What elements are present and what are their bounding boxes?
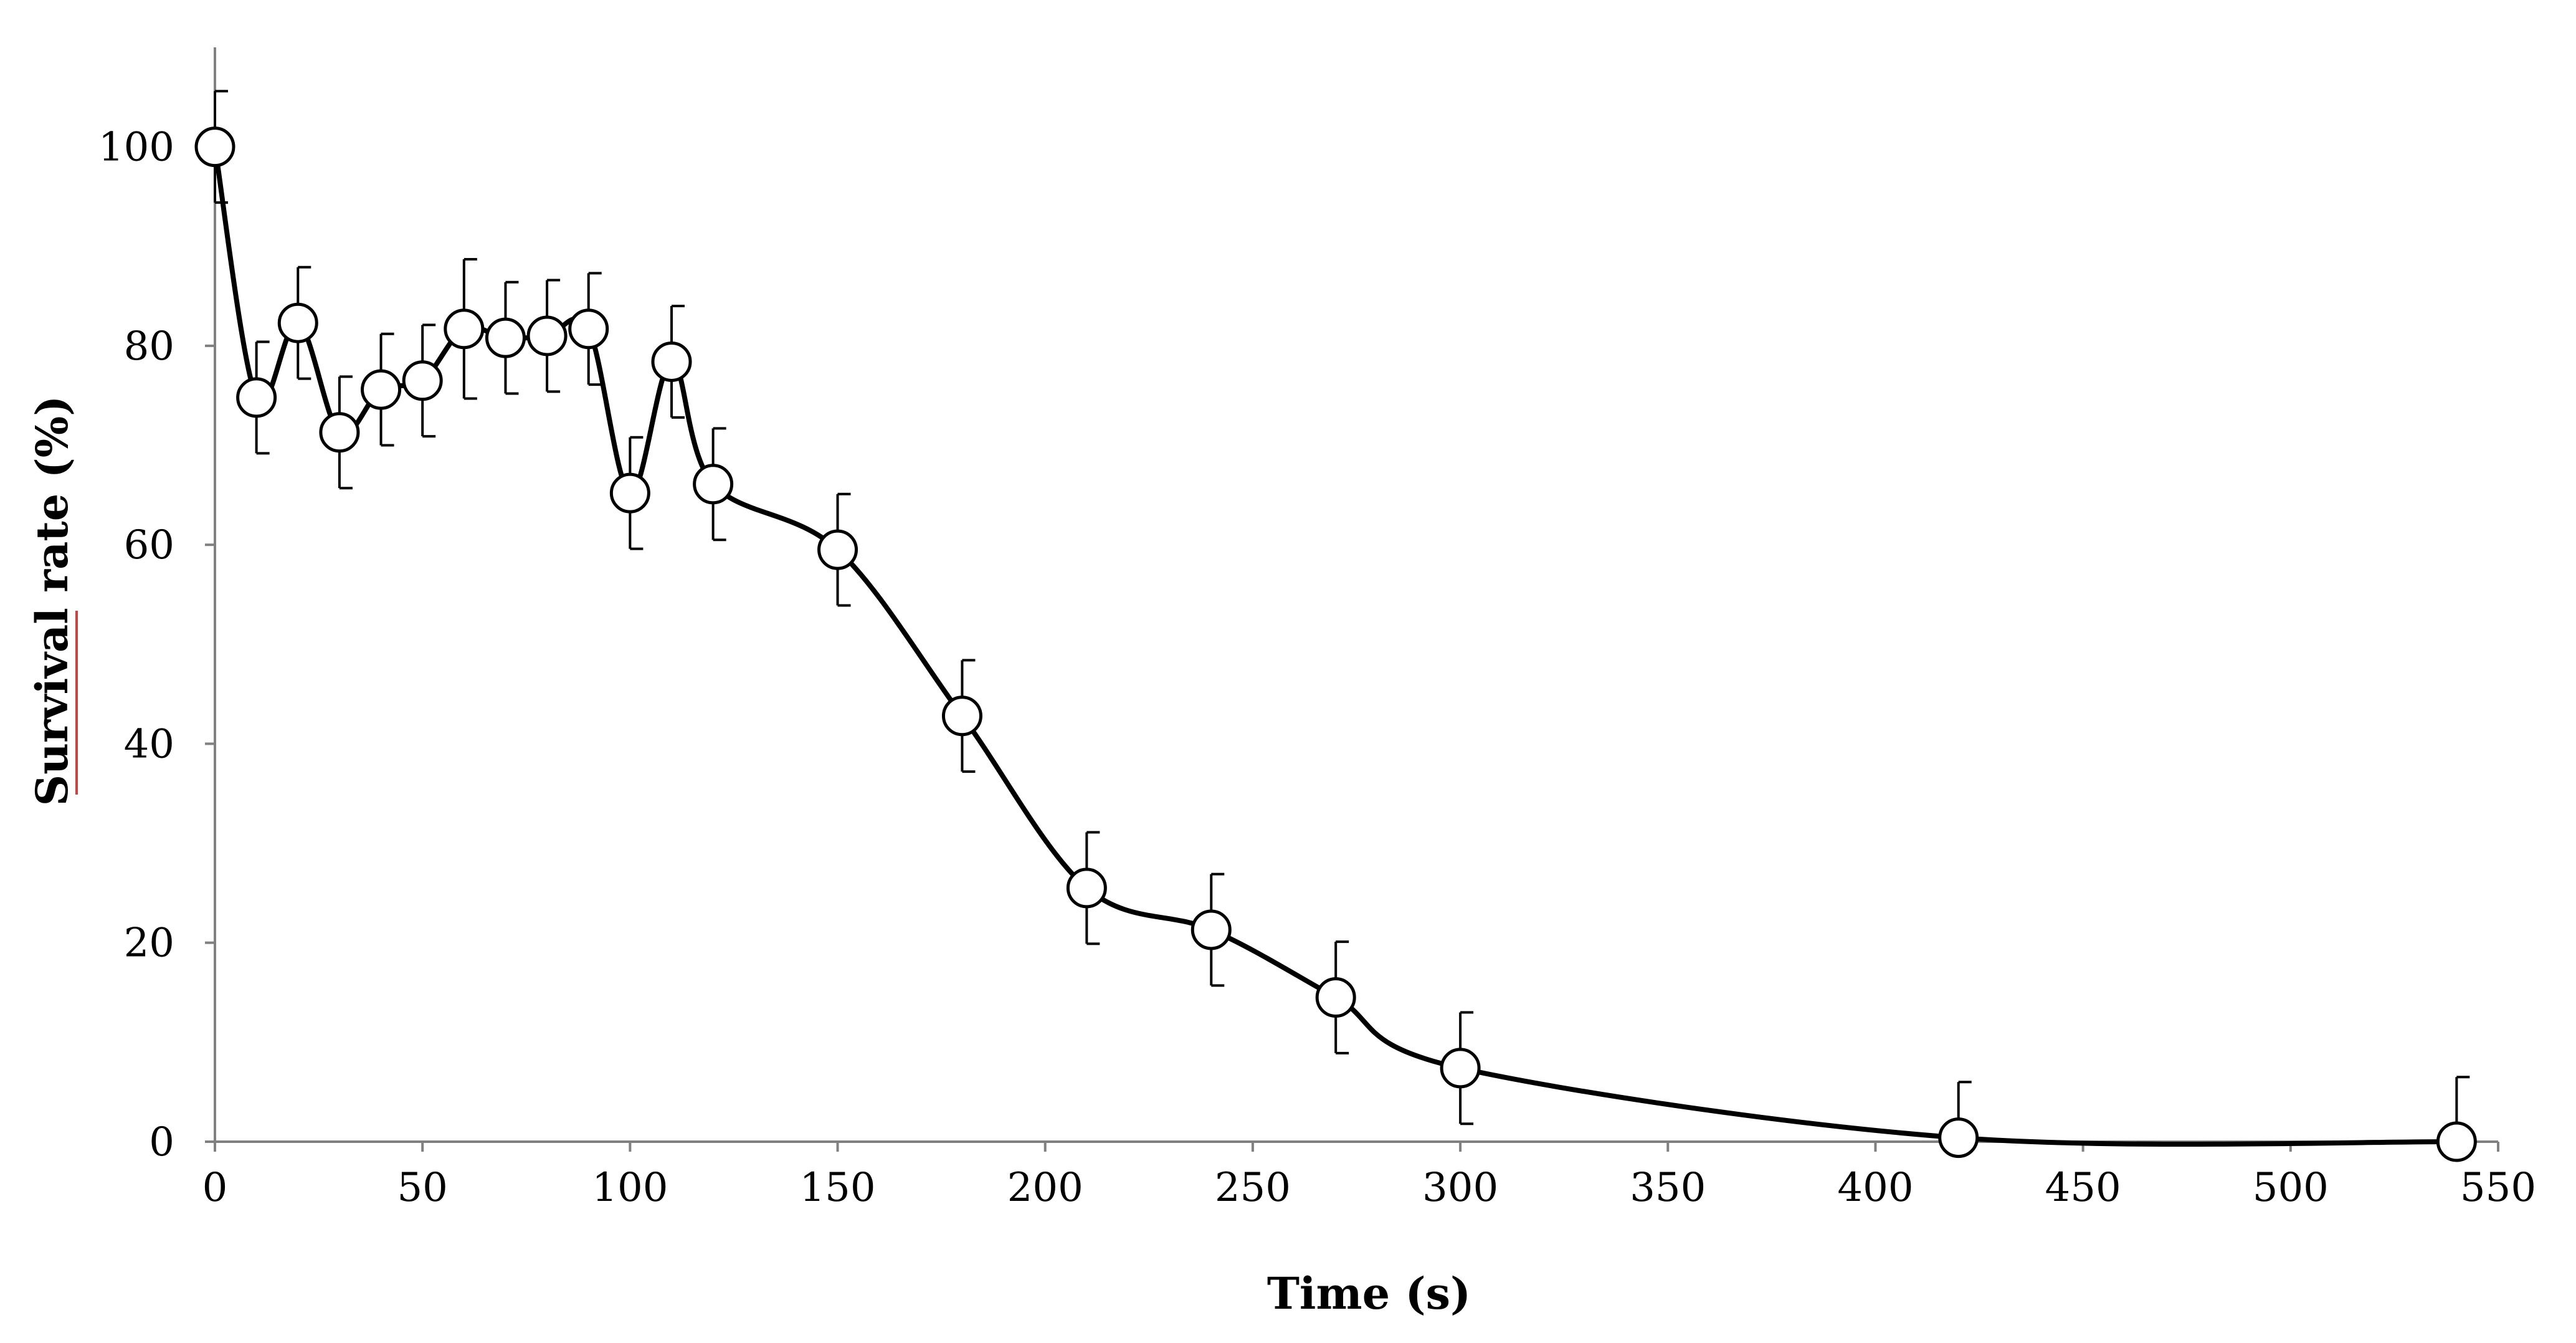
data-point: [941, 695, 982, 737]
data-point: [651, 341, 692, 382]
x-axis-title: Time (s): [1267, 1268, 1471, 1319]
data-point: [1066, 867, 1107, 909]
x-tick-label: 350: [1630, 1165, 1706, 1211]
x-tick-label: 0: [202, 1165, 228, 1211]
x-tick-label: 300: [1422, 1165, 1498, 1211]
data-point: [817, 529, 858, 570]
data-point: [1315, 977, 1356, 1018]
data-point: [319, 412, 360, 453]
x-tick-label: 50: [397, 1165, 447, 1211]
x-tick-label: 200: [1007, 1165, 1083, 1211]
data-point: [444, 308, 485, 350]
data-points-group: [194, 127, 2477, 1162]
data-point: [236, 377, 277, 418]
y-tick-label: 0: [149, 1119, 174, 1165]
data-point: [402, 360, 443, 401]
data-point: [1440, 1048, 1481, 1089]
data-point: [1191, 909, 1232, 950]
data-point: [1938, 1117, 1979, 1159]
data-point: [361, 369, 402, 410]
data-point: [194, 127, 235, 168]
data-point: [693, 464, 734, 505]
y-axis-title: Survival rate (%): [26, 396, 78, 806]
x-tick-label: 400: [1837, 1165, 1913, 1211]
y-tick-label: 100: [98, 125, 174, 171]
data-point: [609, 472, 650, 514]
tick-labels-group: 0 50 100 150 200 250 300 350 400 450 500 550 0 20 40 60…: [98, 125, 2536, 1211]
y-tick-label: 80: [124, 323, 174, 370]
data-point: [568, 308, 609, 350]
data-point: [2436, 1121, 2477, 1162]
y-tick-label: 40: [124, 721, 174, 767]
y-tick-label: 20: [124, 920, 174, 967]
y-tick-label: 60: [124, 522, 174, 568]
x-tick-label: 450: [2045, 1165, 2121, 1211]
data-point: [485, 317, 526, 358]
data-point: [526, 315, 568, 356]
x-tick-label: 550: [2460, 1165, 2536, 1211]
x-tick-label: 100: [592, 1165, 668, 1211]
x-tick-label: 150: [799, 1165, 875, 1211]
x-tick-label: 500: [2253, 1165, 2329, 1211]
x-tick-label: 250: [1215, 1165, 1291, 1211]
data-point: [277, 302, 318, 343]
